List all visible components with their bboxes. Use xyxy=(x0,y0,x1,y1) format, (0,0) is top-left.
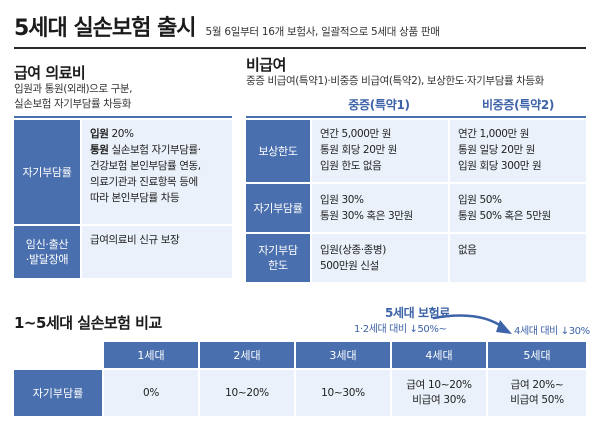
curved-arrow-icon xyxy=(432,314,512,334)
comparison-header-gen3: 3세대 xyxy=(296,342,390,368)
inpatient-label: 입원 xyxy=(90,128,109,140)
covered-line5: 따라 본인부담률 차등 xyxy=(90,192,180,204)
pregnancy-label-line1: 임신·출산 xyxy=(25,238,69,251)
covered-top-rule xyxy=(14,116,232,118)
noncovered-row-label-limit: 보상한도 xyxy=(246,120,310,182)
severe-cap-line1: 입원(상종·종병) xyxy=(320,244,386,256)
gen4-noncovered: 비급여 30% xyxy=(412,394,466,406)
covered-heading: 급여 의료비 xyxy=(14,64,86,82)
noncovered-severe-cap: 입원(상종·종병) 500만원 신설 xyxy=(312,234,448,282)
comparison-cell-gen1: 0% xyxy=(104,370,198,416)
noncovered-nonsevere-cap: 없음 xyxy=(450,234,586,282)
cap-label-line2: 한도 xyxy=(268,259,288,272)
noncovered-nonsevere-selfpay: 입원 50% 통원 50% 혹은 5만원 xyxy=(450,184,586,232)
severe-cap-line2: 500만원 신설 xyxy=(320,260,379,272)
covered-desc-line2: 실손보험 자기부담률 차등화 xyxy=(14,98,131,110)
comparison-header-gen1: 1세대 xyxy=(104,342,198,368)
comparison-header-gen5: 5세대 xyxy=(488,342,586,368)
nonsevere-selfpay-inpatient: 입원 50% xyxy=(458,194,502,206)
page-subtitle: 5월 6일부터 16개 보험사, 일괄적으로 5세대 상품 판매 xyxy=(205,26,440,38)
page-title: 5세대 실손보험 출시 xyxy=(14,16,197,41)
noncovered-row-label-cap: 자기부담 한도 xyxy=(246,234,310,282)
premium-title: 5세대 보험료 xyxy=(385,306,450,320)
severe-selfpay-outpatient: 통원 30% 혹은 3만원 xyxy=(320,210,413,222)
covered-row-value-pregnancy: 급여의료비 신규 보장 xyxy=(82,226,232,278)
covered-outpatient-line: 통원 실손보험 자기부담률· xyxy=(90,142,224,158)
noncovered-severe-selfpay: 입원 30% 통원 30% 혹은 3만원 xyxy=(312,184,448,232)
covered-line3: 건강보험 본인부담률 연동, xyxy=(90,160,201,172)
severe-selfpay-inpatient: 입원 30% xyxy=(320,194,364,206)
premium-note-gen4: 4세대 대비 ↓30% xyxy=(514,326,590,337)
comparison-header-gen2: 2세대 xyxy=(200,342,294,368)
nonsevere-limit-inpatient: 입원 회당 300만 원 xyxy=(458,160,542,172)
comparison-row-label: 자기부담률 xyxy=(14,370,102,416)
comparison-heading: 1~5세대 실손보험 비교 xyxy=(14,314,162,332)
noncovered-nonsevere-limit: 연간 1,000만 원 통원 일당 20만 원 입원 회당 300만 원 xyxy=(450,120,586,182)
cap-label-line1: 자기부담 xyxy=(258,244,298,257)
noncovered-top-rule xyxy=(246,116,586,118)
noncovered-desc: 중증 비급여(특약1)·비중증 비급여(특약2), 보상한도·자기부담률 차등화 xyxy=(246,75,544,87)
comparison-header-gen4: 4세대 xyxy=(392,342,486,368)
covered-desc-line1: 입원과 통원(외래)으로 구분, xyxy=(14,83,133,95)
covered-inpatient-line: 입원 20% xyxy=(90,126,224,142)
pregnancy-label-line2: ·발달장애 xyxy=(25,253,69,266)
gen4-covered: 급여 10~20% xyxy=(406,379,472,391)
covered-row-value-selfpay: 입원 20% 통원 실손보험 자기부담률· 건강보험 본인부담률 연동, 의료기… xyxy=(82,120,232,224)
covered-desc: 입원과 통원(외래)으로 구분, 실손보험 자기부담률 차등화 xyxy=(14,82,132,112)
comparison-cell-gen2: 10~20% xyxy=(200,370,294,416)
gen5-noncovered: 비급여 50% xyxy=(510,394,564,406)
comparison-cell-gen4: 급여 10~20% 비급여 30% xyxy=(392,370,486,416)
severe-limit-annual: 연간 5,000만 원 xyxy=(320,128,391,140)
gen1-value: 0% xyxy=(142,386,160,399)
covered-row-label-pregnancy: 임신·출산 ·발달장애 xyxy=(14,226,80,278)
comparison-cell-gen5: 급여 20%~ 비급여 50% xyxy=(488,370,586,416)
title-divider xyxy=(14,47,586,49)
inpatient-value: 20% xyxy=(108,128,134,140)
severe-limit-outpatient: 통원 회당 20만 원 xyxy=(320,144,397,156)
nonsevere-limit-outpatient: 통원 일당 20만 원 xyxy=(458,144,535,156)
noncovered-heading: 비급여 xyxy=(246,56,286,74)
comparison-cell-gen3: 10~30% xyxy=(296,370,390,416)
gen3-value: 10~30% xyxy=(321,386,365,399)
nonsevere-selfpay-outpatient: 통원 50% 혹은 5만원 xyxy=(458,210,551,222)
noncovered-severe-limit: 연간 5,000만 원 통원 회당 20만 원 입원 한도 없음 xyxy=(312,120,448,182)
premium-note-gen12: 1·2세대 대비 ↓50%~ xyxy=(354,324,447,335)
outpatient-label: 통원 xyxy=(90,144,109,156)
noncovered-col-severe: 중증(특약1) xyxy=(348,98,410,112)
nonsevere-cap-line1: 없음 xyxy=(458,244,477,256)
noncovered-row-label-selfpay: 자기부담률 xyxy=(246,184,310,232)
title-row: 5세대 실손보험 출시 5월 6일부터 16개 보험사, 일괄적으로 5세대 상… xyxy=(14,10,440,44)
noncovered-col-nonsevere: 비중증(특약2) xyxy=(481,98,555,112)
gen5-covered: 급여 20%~ xyxy=(510,379,564,391)
outpatient-value: 실손보험 자기부담률· xyxy=(108,144,201,156)
gen2-value: 10~20% xyxy=(225,386,269,399)
severe-limit-inpatient: 입원 한도 없음 xyxy=(320,160,382,172)
nonsevere-limit-annual: 연간 1,000만 원 xyxy=(458,128,529,140)
covered-row-label-selfpay: 자기부담률 xyxy=(14,120,80,224)
covered-line4: 의료기관과 진료항목 등에 xyxy=(90,176,198,188)
